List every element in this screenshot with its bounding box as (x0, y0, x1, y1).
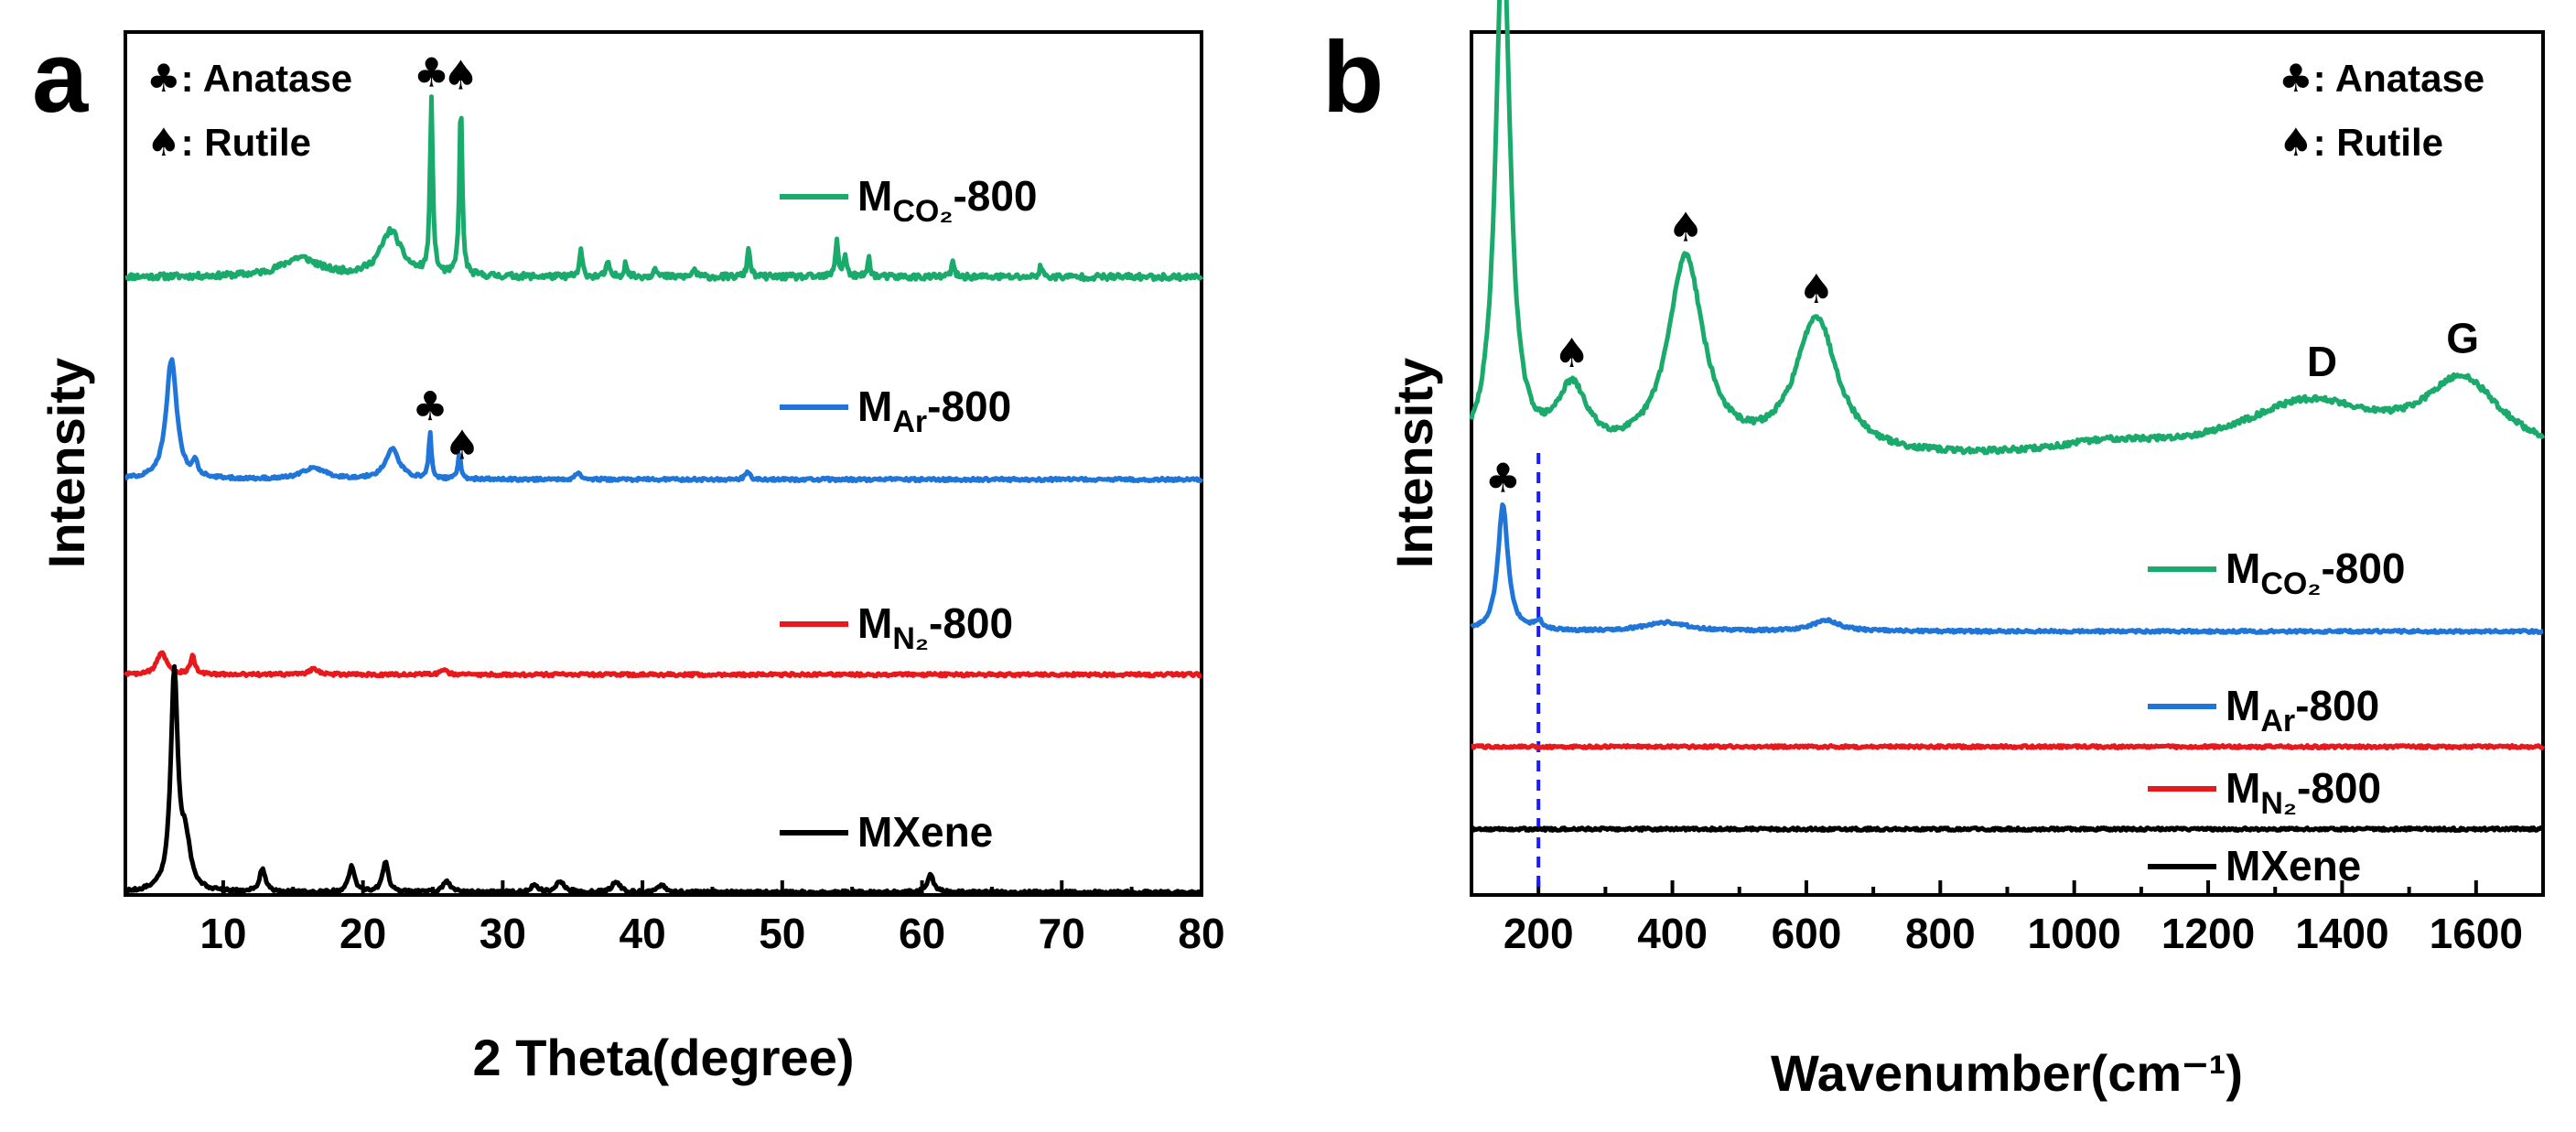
legend-label-mco2-800: MCO₂-800 (2226, 544, 2406, 601)
rutile-marker: ♠ (1554, 330, 1590, 377)
x-tick-label: 200 (1504, 910, 1574, 957)
legend-label-mxene: MXene (857, 808, 993, 856)
anatase-marker: ♣ (412, 383, 447, 430)
anatase-marker: ♣ (1485, 456, 1521, 502)
x-tick-label: 800 (1905, 910, 1976, 957)
series-line-mn2-800 (1470, 743, 2546, 750)
legend-label-mar-800: MAr-800 (2226, 682, 2379, 738)
series-line-mxene (124, 663, 1203, 897)
panel-b-series-group (1469, 0, 2546, 833)
x-tick-label: 30 (480, 910, 526, 957)
x-tick-label: 20 (340, 910, 386, 957)
panel-a-y-axis-title: Intensity (38, 358, 95, 568)
raman-band-label-g: G (2446, 315, 2479, 362)
legend-label-mar-800: MAr-800 (857, 383, 1011, 439)
key-entry-rutile: ♠: Rutile (2279, 120, 2443, 165)
legend-label-mn2-800: MN₂-800 (2226, 764, 2381, 821)
panel-b-letter: b (1322, 21, 1384, 134)
series-line-mxene (1470, 825, 2545, 833)
x-tick-label: 50 (759, 910, 805, 957)
panel-b-phase-markers: ♣♠♠♠♣ (1485, 205, 1835, 502)
series-line-mar-800 (1470, 502, 2545, 635)
panel-a-xrd-chart: a 10 20 30 40 50 60 70 80 ♣♠♣♠ ♣: Anatase♠: Rut… (32, 21, 1225, 1086)
x-tick-label: 80 (1178, 910, 1224, 957)
legend-label-mxene: MXene (2226, 842, 2361, 889)
panel-a-legend: MCO₂-800 MAr-800 MN₂-800 MXene (780, 172, 1038, 856)
raman-band-label-d: D (2307, 338, 2337, 385)
x-tick-label: 1000 (2028, 910, 2121, 957)
series-line-mar-800 (124, 357, 1204, 484)
panel-a-series-group (123, 94, 1204, 897)
x-tick-label: 600 (1772, 910, 1842, 957)
panel-b-phase-key: ♣: Anatase ♠: Rutile (2279, 56, 2484, 165)
x-tick-label: 1600 (2430, 910, 2523, 957)
series-line-mn2-800 (123, 650, 1203, 679)
x-tick-label: 1200 (2161, 910, 2255, 957)
panel-a-phase-markers: ♣♠♣♠ (412, 49, 480, 469)
series-line-mco2-800 (124, 94, 1204, 283)
x-tick-label: 400 (1637, 910, 1708, 957)
x-tick-label: 1400 (2295, 910, 2388, 957)
rutile-marker: ♠ (1667, 205, 1703, 252)
anatase-marker: ♣ (414, 49, 449, 96)
panel-b-legend: MCO₂-800 MAr-800 MN₂-800 MXene (2148, 544, 2406, 889)
x-tick-label: 60 (899, 910, 945, 957)
x-tick-label: 70 (1039, 910, 1085, 957)
panel-b-y-axis-title: Intensity (1385, 358, 1443, 568)
panel-a-plot-frame (124, 30, 1203, 897)
rutile-marker: ♠ (1798, 266, 1834, 313)
key-entry-rutile: ♠: Rutile (146, 120, 311, 165)
key-entry-anatase: ♣: Anatase (146, 56, 352, 101)
panel-a-x-ticks: 10 20 30 40 50 60 70 80 (199, 880, 1225, 957)
rutile-marker: ♠ (444, 423, 480, 469)
x-tick-label: 10 (199, 910, 246, 957)
panel-a-letter: a (32, 21, 89, 134)
x-tick-label: 40 (620, 910, 666, 957)
legend-label-mco2-800: MCO₂-800 (857, 172, 1038, 229)
panel-b-x-axis-title: Wavenumber(cm⁻¹) (1771, 1044, 2243, 1102)
legend-label-mn2-800: MN₂-800 (857, 599, 1013, 656)
panel-a-phase-key: ♣: Anatase ♠: Rutile (146, 56, 352, 165)
panel-b-x-ticks: 200 400 600 800 1000 1200 1400 1600 (1504, 880, 2523, 957)
key-entry-anatase: ♣: Anatase (2279, 56, 2484, 101)
series-line-mco2-800 (1469, 0, 2546, 456)
panel-a-x-axis-title: 2 Theta(degree) (473, 1029, 855, 1086)
rutile-marker: ♠ (443, 52, 479, 99)
